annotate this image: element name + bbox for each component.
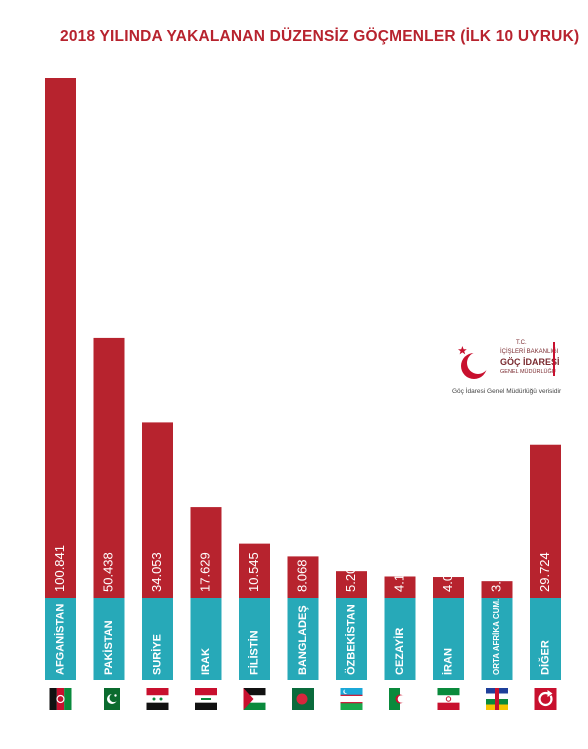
- bar: [481, 581, 513, 598]
- category-label: İRAN: [441, 648, 454, 675]
- value-label: 100.841: [52, 545, 67, 592]
- chart-title: 2018 YILINDA YAKALANAN DÜZENSİZ GÖÇMENLE…: [60, 28, 580, 45]
- bar: [190, 507, 222, 598]
- category-band: [481, 598, 513, 680]
- iran-flag-icon: [437, 688, 460, 710]
- category-band: [530, 598, 561, 680]
- value-label: 50.438: [100, 552, 115, 592]
- logo-line-3: GENEL MÜDÜRLÜĞÜ: [500, 369, 556, 375]
- category-label: SURİYE: [150, 634, 163, 675]
- palestine-flag-icon: [243, 688, 266, 710]
- category-label: BANGLADEŞ: [297, 605, 309, 675]
- value-label: 34.053: [149, 552, 164, 592]
- algeria-flag-icon: [389, 688, 411, 710]
- value-label: 17.629: [197, 552, 212, 592]
- other-flag-icon: [534, 688, 557, 710]
- category-label: IRAK: [200, 648, 212, 675]
- category-label: DİĞER: [538, 640, 551, 675]
- bar: [433, 577, 464, 598]
- category-band: [433, 598, 464, 680]
- uzbekistan-flag-icon: [340, 688, 363, 710]
- central-african-republic-flag-icon: [486, 688, 508, 710]
- category-band: [142, 598, 173, 680]
- logo-line-2: GÖÇ İDARESİ: [500, 357, 560, 367]
- syria-flag-icon: [146, 688, 169, 710]
- iraq-flag-icon: [195, 688, 217, 710]
- category-label: CEZAYİR: [393, 628, 406, 675]
- bangladesh-flag-icon: [292, 688, 314, 710]
- logo-line-1: İÇİŞLERİ BAKANLIĞI: [500, 349, 559, 355]
- bar: [93, 337, 125, 598]
- value-label: 5.203: [343, 559, 358, 592]
- bar: [142, 422, 173, 598]
- bar: [45, 78, 76, 598]
- crescent-star-icon: [458, 346, 489, 379]
- value-label: 29.724: [537, 552, 552, 592]
- category-band: [45, 598, 76, 680]
- pakistan-flag-icon: [98, 688, 120, 710]
- goc-idaresi-logo: T.C. İÇİŞLERİ BAKANLIĞI GÖÇ İDARESİ GENE…: [452, 340, 572, 410]
- value-label: 8.068: [294, 559, 309, 592]
- category-band: [384, 598, 416, 680]
- value-label: 4.066: [440, 559, 455, 592]
- category-label: ÖZBEKİSTAN: [344, 604, 357, 675]
- bar: [384, 576, 416, 598]
- value-label: 4.171: [391, 559, 406, 592]
- data-source-caption: Göç İdaresi Genel Müdürlüğü verisidir: [452, 388, 562, 395]
- logo-tc: T.C.: [516, 340, 527, 346]
- bar: [336, 571, 367, 598]
- value-label: 10.545: [246, 552, 261, 592]
- category-band: [287, 598, 319, 680]
- afghanistan-flag-icon: [49, 688, 72, 710]
- category-band: [239, 598, 270, 680]
- category-label: AFGANİSTAN: [53, 604, 66, 675]
- category-label: ORTA AFRİKA CUM.: [492, 599, 501, 675]
- category-band: [336, 598, 367, 680]
- value-label: 3.265: [488, 559, 503, 592]
- category-band: [93, 598, 125, 680]
- category-band: [190, 598, 222, 680]
- bar: [530, 444, 561, 598]
- bar: [287, 556, 319, 598]
- category-label: FİLİSTİN: [247, 630, 260, 675]
- bar: [239, 543, 270, 598]
- category-label: PAKİSTAN: [102, 620, 115, 675]
- logo-divider: [553, 342, 555, 376]
